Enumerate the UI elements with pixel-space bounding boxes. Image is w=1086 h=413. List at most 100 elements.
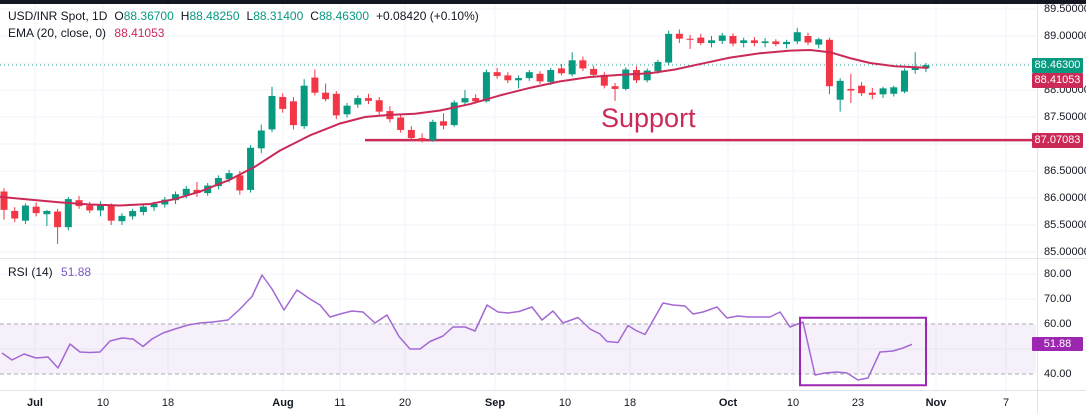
candle-body	[900, 70, 908, 92]
candle-body	[268, 95, 276, 130]
candle-body	[214, 178, 222, 187]
ema-label: EMA (20, close, 0)	[8, 26, 107, 40]
candle-body	[429, 121, 437, 141]
time-tick-label: 10	[558, 397, 572, 409]
candle-body	[21, 205, 29, 221]
open-value: 88.36700	[123, 9, 174, 23]
close-value: 88.46300	[318, 9, 369, 23]
candle-body	[332, 93, 340, 116]
last-price-badge: 88.46300	[1032, 58, 1083, 73]
candle-body	[740, 40, 748, 44]
candle-body	[64, 199, 72, 228]
candle-body	[418, 138, 426, 141]
candle-body	[750, 40, 758, 44]
candle-body	[793, 32, 801, 42]
candle-body	[675, 33, 683, 39]
candle-body	[632, 70, 640, 81]
low-value: 88.31400	[253, 9, 304, 23]
open-label: O	[114, 9, 124, 23]
time-tick-label: Oct	[718, 397, 738, 409]
support-annotation-text[interactable]: Support	[601, 103, 696, 133]
candle-body	[825, 39, 833, 87]
rsi-value: 51.88	[61, 265, 92, 279]
time-tick-label: Nov	[925, 397, 947, 409]
candle-body	[847, 88, 855, 91]
candle-body	[129, 210, 137, 217]
rsi-highlight-box[interactable]	[799, 316, 927, 387]
ema-value: 88.41053	[114, 26, 165, 40]
price-tick-label: 86.00000	[1044, 192, 1086, 204]
candle-body	[643, 70, 651, 81]
rsi-tick-label: 80.00	[1044, 268, 1072, 280]
time-tick-label: 23	[851, 397, 865, 409]
candle-body	[139, 206, 147, 213]
toolbar-edge	[0, 0, 1086, 4]
candle-body	[783, 41, 791, 45]
candle-body	[289, 101, 297, 126]
candle-body	[472, 98, 480, 102]
candle-body	[697, 37, 705, 44]
candle-body	[525, 72, 533, 79]
candle-body	[375, 100, 383, 112]
candle-body	[118, 215, 126, 222]
candle-body	[858, 85, 866, 94]
candle-body	[311, 77, 319, 93]
candle-body	[665, 33, 673, 63]
rsi-legend[interactable]: RSI (14) 51.88	[8, 265, 91, 279]
candle-body	[868, 92, 876, 95]
candle-body	[547, 70, 555, 82]
high-value: 88.48250	[189, 9, 240, 23]
candle-body	[343, 105, 351, 115]
time-tick-label: 10	[96, 397, 110, 409]
candle-body	[911, 67, 919, 71]
candle-body	[0, 191, 8, 210]
candle-body	[579, 60, 587, 69]
symbol-title: USD/INR Spot, 1D	[8, 9, 108, 23]
candle-body	[482, 72, 490, 102]
candle-body	[536, 73, 544, 82]
ema-legend[interactable]: EMA (20, close, 0) 88.41053	[8, 26, 164, 40]
price-tick-label: 89.00000	[1044, 30, 1086, 42]
time-axis-separator	[0, 390, 1086, 391]
candle-body	[600, 74, 608, 86]
low-label: L	[246, 9, 254, 23]
time-tick-label: Sep	[484, 397, 506, 409]
candle-body	[761, 41, 769, 44]
high-label: H	[180, 9, 190, 23]
candle-body	[590, 68, 598, 75]
time-tick-label: 10	[786, 397, 800, 409]
ema-line[interactable]	[0, 49, 929, 207]
ema-price-badge: 88.41053	[1032, 73, 1083, 88]
rsi-line	[1, 274, 913, 381]
candle-body	[440, 121, 448, 126]
time-tick-label: Jul	[27, 397, 43, 409]
price-tick-label: 85.50000	[1044, 219, 1086, 231]
candle-body	[708, 40, 716, 44]
close-label: C	[310, 9, 319, 23]
symbol-legend[interactable]: USD/INR Spot, 1D O88.36700 H88.48250 L88.31…	[8, 9, 479, 23]
candle-body	[515, 78, 523, 81]
price-tick-label: 89.50000	[1044, 3, 1086, 15]
candle-body	[622, 69, 630, 89]
candle-body	[32, 206, 40, 214]
candle-body	[96, 204, 104, 211]
candle-body	[611, 86, 619, 89]
rsi-tick-label: 60.00	[1044, 318, 1072, 330]
time-tick-label: 11	[334, 397, 346, 409]
price-tick-label: 85.00000	[1044, 246, 1086, 258]
pane-separator[interactable]	[0, 258, 1086, 259]
rsi-label: RSI (14)	[8, 265, 53, 279]
candle-body	[815, 39, 823, 45]
candle-body	[300, 85, 308, 127]
candle-body	[397, 117, 405, 130]
candle-body	[354, 98, 362, 105]
time-tick-label: 18	[161, 397, 175, 409]
candle-body	[11, 210, 19, 219]
rsi-value-badge: 51.88	[1032, 337, 1083, 351]
candle-body	[322, 92, 330, 100]
candle-body	[107, 205, 115, 221]
candle-body	[225, 173, 233, 180]
candle-body	[729, 36, 737, 44]
